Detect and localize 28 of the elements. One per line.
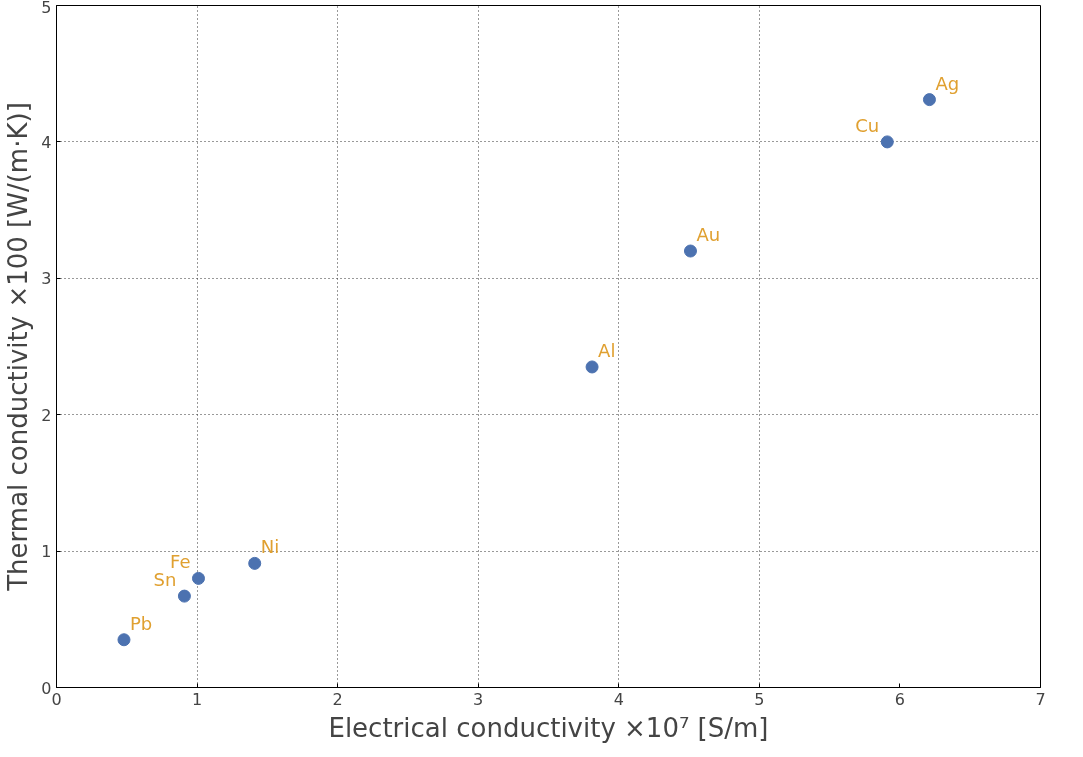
annotation: Au xyxy=(696,224,721,246)
point xyxy=(117,633,131,647)
point xyxy=(191,571,205,585)
annotation: Ag xyxy=(935,72,960,94)
y-tick-label: 2 xyxy=(41,405,52,425)
annotation: Cu xyxy=(855,114,880,136)
y-tick-label: 4 xyxy=(41,132,52,152)
point xyxy=(248,556,262,570)
x-tick-label: 5 xyxy=(754,689,765,709)
point xyxy=(880,135,894,149)
y-tick-label: 5 xyxy=(41,0,52,17)
annotation: Ni xyxy=(260,536,280,558)
x-tick-label: 2 xyxy=(332,689,343,709)
point xyxy=(585,360,599,374)
x-tick-label: 1 xyxy=(191,689,203,709)
y-tick-label: 3 xyxy=(41,269,52,289)
x-tick-label: 3 xyxy=(473,689,484,709)
x-tick-label: 6 xyxy=(894,689,906,709)
point xyxy=(177,589,191,603)
y-axis-title: Thermal conductivity ×100 [W/(m·K)] xyxy=(3,102,34,592)
point xyxy=(683,244,697,258)
annotation: Al xyxy=(598,339,616,361)
x-axis-title: Electrical conductivity ×10⁷ [S/m] xyxy=(328,712,769,743)
x-tick-label: 7 xyxy=(1035,689,1046,709)
point xyxy=(922,93,936,107)
y-tick-label: 1 xyxy=(41,542,52,562)
x-tick-label: 4 xyxy=(613,689,624,709)
annotation: Pb xyxy=(129,612,153,634)
